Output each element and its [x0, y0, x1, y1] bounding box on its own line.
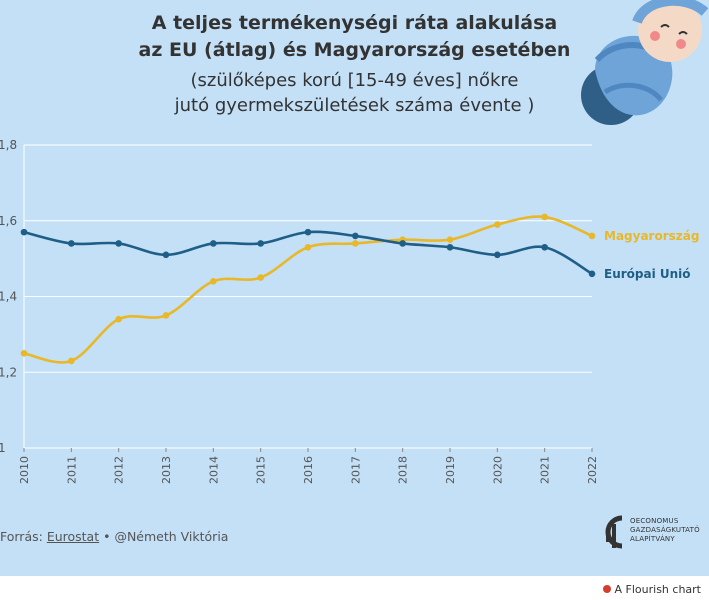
data-point-hu-2012: [115, 315, 122, 323]
data-point-hu-2020: [494, 221, 501, 228]
chart-subtitle-line1: (szülőképes korú [15-49 éves] nőkre: [190, 70, 519, 91]
data-point-hu-2019: [446, 236, 454, 243]
series-line-eu: [23, 230, 593, 275]
data-point-eu-2021: [541, 243, 548, 251]
series-line-hu: [23, 215, 593, 364]
x-tick-label-6: 2016: [302, 456, 315, 484]
data-point-hu-2021: [541, 213, 548, 221]
y-tick-label-3: 1,6: [0, 214, 17, 228]
flourish-icon: [602, 585, 611, 593]
series-label-hu: Magyarország: [604, 229, 699, 243]
baby-illustration-icon: [581, 0, 709, 125]
data-point-eu-2011: [68, 240, 75, 247]
source-note: Forrás: Eurostat • @Németh Viktória: [0, 529, 228, 544]
data-point-hu-2017: [352, 240, 359, 247]
logo-text-line3: ALAPÍTVÁNY: [630, 535, 675, 543]
y-tick-label-4: 1,8: [0, 138, 17, 152]
source-suffix: • @Németh Viktória: [99, 529, 229, 544]
x-tick-label-10: 2020: [491, 456, 504, 484]
x-tick-label-8: 2018: [397, 456, 410, 484]
oeconomus-logo-icon: [605, 515, 623, 549]
source-link[interactable]: Eurostat: [46, 529, 100, 544]
chart-title-line2: az EU (átlag) és Magyarország esetében: [138, 39, 571, 61]
data-point-eu-2013: [162, 251, 170, 259]
data-point-eu-2014: [210, 240, 217, 247]
y-tick-label-0: 1: [0, 441, 6, 455]
x-tick-label-2: 2012: [113, 456, 126, 484]
x-tick-label-9: 2019: [444, 456, 457, 484]
x-tick-label-3: 2013: [160, 456, 173, 484]
logo-text-line2: GAZDASÁGKUTATÓ: [630, 526, 700, 534]
data-point-hu-2016: [304, 243, 312, 251]
data-point-hu-2011: [68, 357, 75, 365]
flourish-label: A Flourish chart: [614, 583, 701, 596]
x-tick-label-4: 2014: [207, 456, 220, 484]
x-tick-label-12: 2022: [586, 456, 599, 484]
source-prefix: Forrás:: [0, 529, 47, 544]
x-tick-label-1: 2011: [65, 456, 78, 484]
data-point-hu-2022: [588, 232, 596, 240]
logo-text-line1: OECONOMUS: [630, 517, 679, 525]
data-point-eu-2012: [115, 240, 122, 247]
x-tick-label-7: 2017: [349, 456, 362, 484]
line-chart: 1 1,2 1,4 1,6 1,8 2010 2011 2012 2013 2014 2015 201…: [0, 138, 699, 484]
oeconomus-logo: OECONOMUS GAZDASÁGKUTATÓ ALAPÍTVÁNY: [596, 512, 706, 558]
chart-title-line1: A teljes termékenységi ráta alakulása: [151, 12, 558, 34]
flourish-credit[interactable]: A Flourish chart: [602, 583, 701, 596]
y-tick-label-1: 1,2: [0, 365, 17, 379]
x-tick-label-5: 2015: [255, 456, 268, 484]
chart-subtitle-line2: jutó gyermekszületések száma évente ): [174, 95, 535, 116]
data-point-eu-2010: [20, 228, 28, 236]
x-tick-label-11: 2021: [539, 456, 552, 484]
chart-panel: A teljes termékenységi ráta alakulása az…: [0, 0, 709, 576]
data-point-eu-2019: [446, 243, 454, 251]
data-point-eu-2018: [399, 240, 406, 247]
data-point-eu-2017: [352, 232, 359, 240]
data-point-eu-2022: [588, 270, 596, 278]
data-point-eu-2016: [304, 228, 312, 236]
data-point-hu-2010: [20, 350, 28, 357]
series-label-eu: Európai Unió: [604, 267, 691, 281]
data-point-hu-2014: [210, 278, 217, 285]
x-tick-label-0: 2010: [18, 456, 31, 484]
data-point-eu-2015: [257, 240, 264, 247]
logo-text: OECONOMUS GAZDASÁGKUTATÓ ALAPÍTVÁNY: [630, 517, 700, 544]
data-point-hu-2013: [162, 312, 170, 319]
data-point-eu-2020: [494, 251, 501, 259]
data-point-hu-2015: [257, 274, 264, 281]
y-tick-label-2: 1,4: [0, 290, 17, 304]
